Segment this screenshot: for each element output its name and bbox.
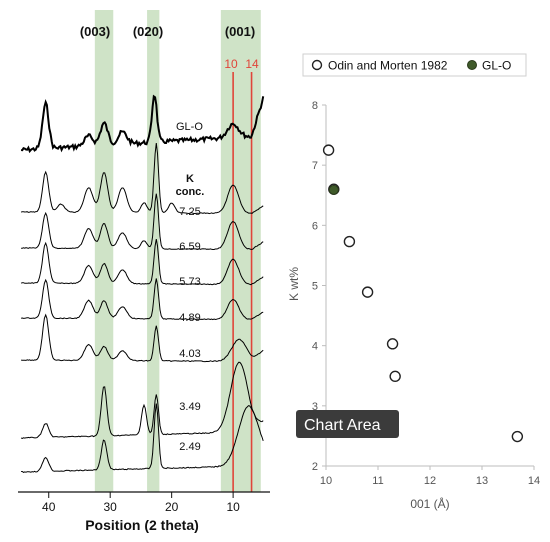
xrd-pattern-GL-O <box>20 94 265 154</box>
xrd-pattern-3.49 <box>20 361 264 439</box>
k-label-2-49: 2.49 <box>179 441 200 453</box>
band-label-020: (020) <box>133 24 163 39</box>
xrd-panel: (003) (020) (001) 10 14 GL-O K conc. 7.2… <box>18 10 270 533</box>
legend-label-glo: GL-O <box>482 59 511 73</box>
scatter-x-tick-label: 12 <box>424 475 436 487</box>
pattern-label-glo: GL-O <box>176 121 203 133</box>
scatter-x-tick-label: 13 <box>476 475 488 487</box>
xrd-x-tick-label: 20 <box>165 500 179 514</box>
scatter-points <box>322 144 524 443</box>
tooltip-text: Chart Area <box>304 417 381 434</box>
k-label-4-89: 4.89 <box>179 312 200 324</box>
xrd-x-axis-title: Position (2 theta) <box>85 517 199 533</box>
k-label-7-25: 7.25 <box>179 206 200 218</box>
chart-area-tooltip: Chart Area <box>296 410 399 438</box>
scatter-y-tick-label: 4 <box>312 341 318 353</box>
legend-marker-odin <box>311 59 323 71</box>
xrd-pattern-2.49 <box>21 403 264 473</box>
xrd-pattern-5.73 <box>20 239 264 286</box>
xrd-pattern-6.59 <box>21 193 264 250</box>
k-label-4-03: 4.03 <box>179 348 200 360</box>
peak-bands <box>94 10 261 492</box>
legend-label-odin: Odin and Morten 1982 <box>328 59 448 73</box>
legend-marker-glo <box>467 60 477 70</box>
scatter-y-tick-label: 8 <box>312 100 318 112</box>
scatter-point-odin <box>511 430 524 443</box>
scatter-y-tick-label: 5 <box>312 281 318 293</box>
xrd-pattern-4.03 <box>21 313 264 363</box>
peak-band-0 <box>94 10 114 492</box>
scatter-x-axis-title: 001 (Å) <box>410 496 449 511</box>
ref-line-label-10: 10 <box>224 57 238 71</box>
scatter-panel: Odin and Morten 1982 GL-O 2 3 4 5 6 7 8 10 11 12… <box>287 53 540 511</box>
scatter-x-tick-label: 10 <box>320 475 332 487</box>
scatter-point-odin <box>322 144 335 156</box>
xrd-pattern-4.89 <box>21 278 264 321</box>
scatter-y-tick-label: 6 <box>312 220 318 232</box>
xrd-x-tick-label: 40 <box>42 500 56 514</box>
scatter-point-odin <box>389 370 401 383</box>
scatter-x-tick-label: 11 <box>372 475 383 487</box>
scatter-point-odin <box>343 235 356 248</box>
scatter-x-ticks: 10 11 12 13 14 <box>320 466 540 487</box>
ref-line-label-14: 14 <box>245 57 259 71</box>
scatter-y-tick-label: 7 <box>312 160 318 172</box>
scatter-point-odin <box>361 286 374 298</box>
scatter-point-odin <box>386 338 399 350</box>
k-label-6-59: 6.59 <box>179 241 200 253</box>
tooltip-box <box>296 410 399 438</box>
xrd-pattern-7.25 <box>20 143 264 215</box>
scatter-y-tick-label: 2 <box>312 461 318 473</box>
scatter-y-ticks: 2 3 4 5 6 7 8 <box>312 100 326 473</box>
peak-band-2 <box>220 10 261 492</box>
scatter-y-tick-label: 3 <box>312 401 318 413</box>
legend-box <box>302 53 527 77</box>
k-label-3-49: 3.49 <box>179 401 200 413</box>
band-label-003: (003) <box>80 24 110 39</box>
scatter-y-axis-title: K wt% <box>287 267 301 301</box>
xrd-patterns <box>20 94 265 473</box>
xrd-x-tick-label: 30 <box>104 500 118 514</box>
k-header-line2: conc. <box>176 186 205 198</box>
xrd-x-tick-label: 10 <box>226 500 240 514</box>
k-label-5-73: 5.73 <box>179 276 200 288</box>
k-header-line1: K <box>186 173 194 185</box>
legend: Odin and Morten 1982 GL-O <box>302 53 527 77</box>
reference-lines <box>232 72 253 492</box>
scatter-x-tick-label: 14 <box>528 475 540 487</box>
peak-band-labels: (003) (020) (001) <box>80 24 255 39</box>
band-label-001: (001) <box>225 24 255 39</box>
xrd-x-ticks: 40 30 20 10 <box>42 492 240 514</box>
scatter-point-glo <box>328 184 339 195</box>
